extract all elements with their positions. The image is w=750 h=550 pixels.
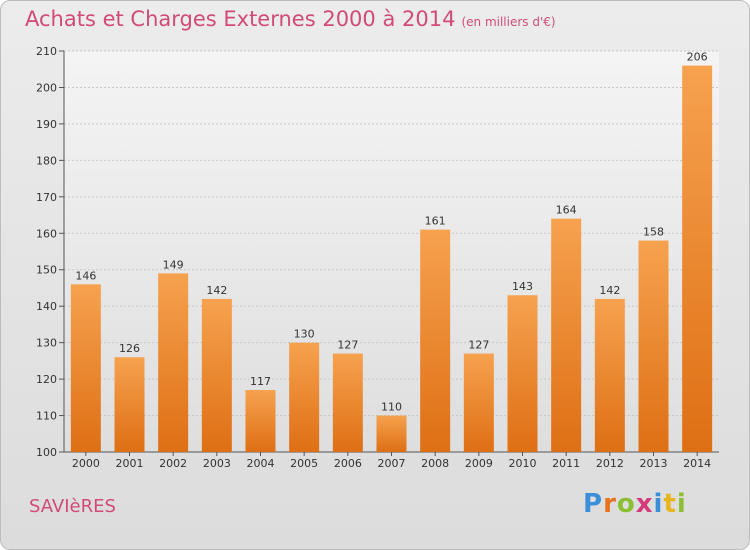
x-tick-label: 2006 (334, 457, 362, 470)
logo-letter: r (603, 489, 617, 519)
y-tick-label: 180 (36, 154, 57, 167)
x-tick-label: 2007 (378, 457, 406, 470)
x-tick-label: 2014 (683, 457, 711, 470)
y-tick-label: 160 (36, 227, 57, 240)
bar (638, 240, 669, 452)
title-text: Achats et Charges Externes 2000 à 2014 (25, 7, 456, 31)
logo-letter: i (676, 489, 687, 519)
bar (682, 65, 713, 452)
logo-letter: P (583, 489, 604, 519)
y-tick-label: 190 (36, 118, 57, 131)
x-tick-label: 2012 (596, 457, 624, 470)
logo-letter: i (653, 489, 664, 519)
data-label: 142 (599, 284, 620, 297)
bar (114, 357, 145, 452)
bar (463, 353, 494, 452)
bar (201, 298, 232, 452)
x-tick-label: 2001 (116, 457, 144, 470)
logo-letter: t (663, 489, 677, 519)
bar (507, 295, 538, 452)
x-tick-label: 2003 (203, 457, 231, 470)
data-label: 206 (687, 51, 708, 64)
data-label: 142 (206, 284, 227, 297)
bar (289, 342, 320, 452)
y-tick-label: 210 (36, 45, 57, 58)
chart-title: Achats et Charges Externes 2000 à 2014 (e… (25, 7, 556, 31)
bar (245, 390, 276, 452)
bar (70, 284, 101, 452)
bar (158, 273, 189, 452)
x-tick-label: 2008 (421, 457, 449, 470)
bar (594, 298, 625, 452)
y-tick-label: 110 (36, 410, 57, 423)
y-tick-label: 150 (36, 264, 57, 277)
y-tick-label: 170 (36, 191, 57, 204)
x-tick-label: 2000 (72, 457, 100, 470)
data-label: 110 (381, 401, 402, 414)
y-tick-label: 120 (36, 373, 57, 386)
y-tick-label: 100 (36, 446, 57, 459)
bar (420, 229, 451, 452)
bar (551, 218, 582, 452)
proxiti-logo: Proxiti (583, 489, 687, 519)
logo-letter: o (616, 489, 636, 519)
y-tick-label: 130 (36, 337, 57, 350)
data-label: 161 (425, 215, 446, 228)
x-tick-label: 2010 (509, 457, 537, 470)
data-label: 117 (250, 375, 271, 388)
data-label: 158 (643, 226, 664, 239)
x-tick-label: 2002 (159, 457, 187, 470)
y-tick-label: 140 (36, 300, 57, 313)
x-tick-label: 2013 (640, 457, 668, 470)
x-tick-label: 2009 (465, 457, 493, 470)
data-label: 130 (294, 328, 315, 341)
x-tick-label: 2005 (290, 457, 318, 470)
data-label: 164 (556, 204, 577, 217)
x-tick-label: 2004 (247, 457, 275, 470)
data-label: 127 (468, 339, 489, 352)
bar (376, 415, 407, 452)
y-tick-label: 200 (36, 81, 57, 94)
data-label: 127 (337, 339, 358, 352)
commune-name: SAVIèRES (29, 496, 116, 517)
data-label: 126 (119, 342, 140, 355)
x-tick-label: 2011 (552, 457, 580, 470)
data-label: 146 (75, 269, 96, 282)
bar (332, 353, 363, 452)
data-label: 149 (163, 258, 184, 271)
data-label: 143 (512, 280, 533, 293)
unit-label: (en milliers d'€) (461, 15, 556, 29)
logo-letter: x (635, 489, 654, 519)
